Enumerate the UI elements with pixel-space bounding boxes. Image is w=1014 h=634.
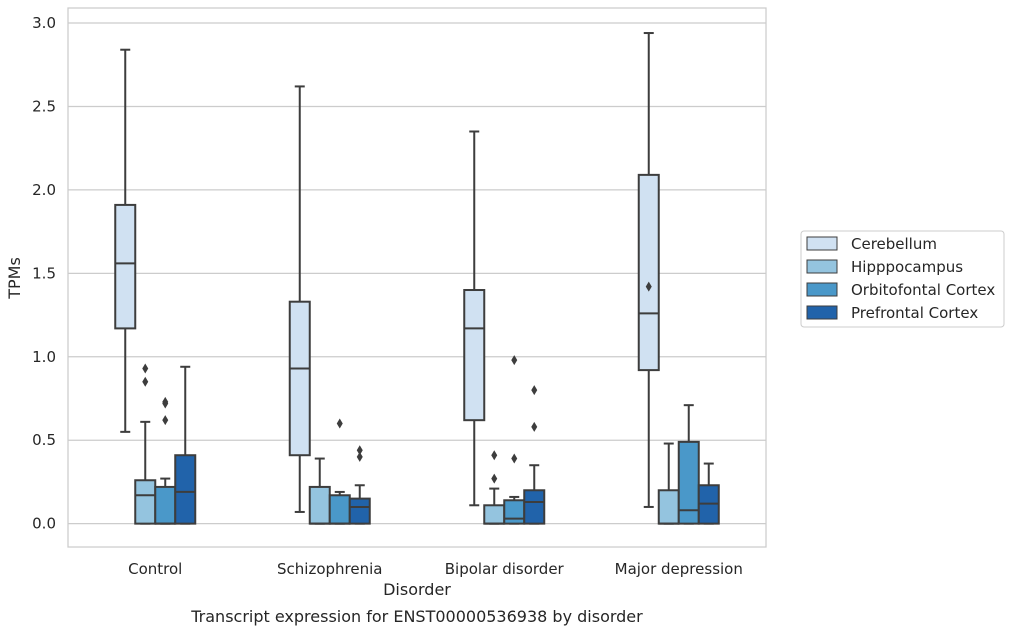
box-hipppocampus [657, 442, 680, 525]
legend-frame [800, 230, 1005, 328]
outlier-point [645, 281, 652, 292]
boxes-layer [114, 32, 720, 525]
outlier-point [531, 385, 538, 396]
box-iqr [483, 504, 506, 525]
x-tick-label: Major depression [615, 560, 743, 578]
plot-area-background [68, 8, 766, 547]
box-prefrontal-cortex [174, 365, 197, 525]
outlier-point [511, 453, 518, 464]
box-iqr [154, 485, 177, 525]
box-cerebellum [463, 130, 486, 507]
box-iqr [677, 440, 700, 525]
box-iqr [288, 300, 311, 457]
box-iqr [308, 485, 331, 525]
y-tick-label: 1.5 [32, 264, 56, 282]
plot-frame [67, 7, 767, 548]
outlier-point [491, 450, 498, 461]
box-prefrontal-cortex [697, 462, 720, 525]
box-prefrontal-cortex [348, 445, 371, 525]
box-iqr [503, 499, 526, 525]
legend-swatch-cerebellum [806, 236, 838, 251]
legend-label-orbitofontal-cortex: Orbitofontal Cortex [851, 281, 995, 299]
legend-swatch-hipppocampus [806, 259, 838, 274]
chart-caption: Transcript expression for ENST0000053693… [190, 607, 643, 626]
box-cerebellum [114, 48, 137, 433]
legend-items: Cerebellum Hipppocampus Orbitofontal Corte… [806, 235, 995, 322]
outlier-point [531, 421, 538, 432]
legend: Cerebellum Hipppocampus Orbitofontal Corte… [800, 230, 1005, 328]
legend-swatch-prefrontal-cortex [806, 305, 838, 320]
box-iqr [114, 203, 137, 330]
box-iqr [637, 173, 660, 372]
outlier-point [356, 445, 363, 456]
box-iqr [174, 454, 197, 525]
y-tick-label: 3.0 [32, 14, 56, 32]
outlier-point [142, 363, 149, 374]
box-iqr [348, 497, 371, 525]
x-tick-label: Bipolar disorder [445, 560, 565, 578]
outlier-point [142, 376, 149, 387]
box-orbitofontal-cortex [677, 404, 700, 525]
legend-swatch-orbitofontal-cortex [806, 282, 838, 297]
box-cerebellum [637, 32, 660, 508]
box-iqr [523, 489, 546, 525]
y-tick-label: 2.0 [32, 181, 56, 199]
outlier-point [162, 415, 169, 426]
legend-label-cerebellum: Cerebellum [851, 235, 937, 253]
box-cerebellum [288, 85, 311, 513]
outlier-point [511, 355, 518, 366]
legend-label-prefrontal-cortex: Prefrontal Cortex [851, 304, 978, 322]
x-axis-title: Disorder [383, 580, 451, 599]
y-tick-label: 1.0 [32, 348, 56, 366]
y-tick-label: 2.5 [32, 97, 56, 115]
legend-label-hipppocampus: Hipppocampus [851, 258, 963, 276]
y-axis-title: TPMs [5, 257, 24, 300]
y-tick-label: 0.5 [32, 431, 56, 449]
box-orbitofontal-cortex [154, 396, 177, 525]
outlier-point [336, 418, 343, 429]
x-tick-label: Schizophrenia [277, 560, 382, 578]
box-iqr [134, 479, 157, 525]
box-orbitofontal-cortex [328, 418, 351, 525]
outlier-point [162, 398, 169, 409]
box-iqr [328, 494, 351, 525]
box-iqr [463, 289, 486, 422]
box-orbitofontal-cortex [503, 355, 526, 525]
box-prefrontal-cortex [523, 385, 546, 525]
y-tick-label: 0.0 [32, 515, 56, 533]
x-tick-label: Control [128, 560, 182, 578]
outlier-point [356, 451, 363, 462]
y-tick-labels: 0.0 0.5 1.0 1.5 2.0 2.5 3.0 [32, 14, 56, 533]
x-tick-labels: Control Schizophrenia Bipolar disorder Majo… [128, 560, 743, 578]
outlier-point [491, 473, 498, 484]
box-iqr [657, 489, 680, 525]
